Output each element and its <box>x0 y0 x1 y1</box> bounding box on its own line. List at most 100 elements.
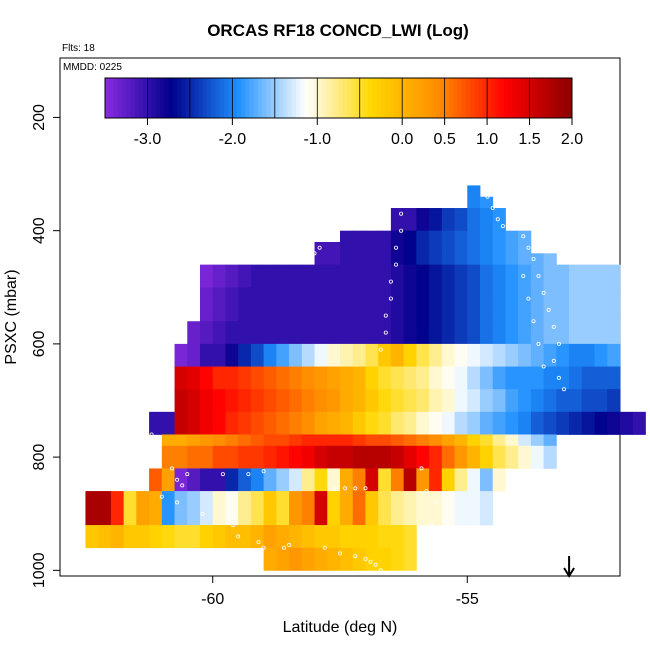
heatmap-cell <box>492 275 506 288</box>
heatmap-cell <box>225 377 239 390</box>
colorbar-swatch <box>355 78 361 118</box>
heatmap-cell <box>327 525 341 537</box>
heatmap-cell <box>454 241 468 254</box>
flight-track <box>144 183 567 573</box>
heatmap-cell <box>518 445 532 458</box>
heatmap-cell <box>200 445 214 458</box>
heatmap-cell <box>225 479 239 492</box>
heatmap-cell <box>543 332 557 345</box>
heatmap-cell <box>289 547 303 560</box>
y-tick-label: 800 <box>31 444 48 471</box>
heatmap-cell <box>314 559 328 571</box>
heatmap-cell <box>569 355 583 367</box>
heatmap-cell <box>276 264 290 277</box>
heatmap-cell <box>518 389 532 401</box>
heatmap-cell <box>543 309 557 322</box>
heatmap-cell <box>441 479 455 492</box>
heatmap-cell <box>569 389 583 401</box>
heatmap-cell <box>289 411 303 424</box>
heatmap-cell <box>429 468 443 481</box>
heatmap-cell <box>454 298 468 311</box>
heatmap-cell <box>429 264 443 277</box>
heatmap-cell <box>569 298 583 311</box>
colorbar-swatch <box>368 78 373 118</box>
heatmap-cell <box>403 502 417 515</box>
colorbar-swatch <box>130 78 136 118</box>
heatmap-cell <box>416 309 430 322</box>
heatmap-cell <box>149 513 163 526</box>
heatmap-cell <box>480 275 494 288</box>
heatmap-cell <box>556 332 570 345</box>
heatmap-cell <box>238 287 252 299</box>
heatmap-cell <box>327 434 341 447</box>
heatmap-cell <box>327 241 341 254</box>
heatmap-cell <box>276 411 290 424</box>
heatmap-cell <box>505 253 519 266</box>
heatmap-cell <box>429 241 443 254</box>
heatmap-cell <box>365 411 379 424</box>
heatmap-cell <box>518 457 532 469</box>
heatmap-cell <box>161 513 175 526</box>
heatmap-cell <box>250 445 265 458</box>
heatmap-cell <box>276 547 290 560</box>
heatmap-cell <box>187 389 201 401</box>
heatmap-cell <box>200 298 214 311</box>
heatmap-cell <box>416 423 430 435</box>
heatmap-cell <box>263 457 277 469</box>
track-point <box>490 205 495 210</box>
heatmap-cell <box>187 321 201 333</box>
heatmap-cell <box>301 377 315 390</box>
heatmap-cell <box>123 502 137 515</box>
heatmap-cell <box>314 479 328 492</box>
colorbar-swatch <box>546 78 552 118</box>
heatmap-cell <box>289 559 303 571</box>
heatmap-cell <box>301 513 315 526</box>
colorbar-swatch <box>266 78 272 118</box>
heatmap-cell <box>581 332 595 345</box>
heatmap-cell <box>569 332 583 345</box>
heatmap-cell <box>200 343 214 356</box>
heatmap-cell <box>518 241 532 254</box>
heatmap-cell <box>403 309 417 322</box>
heatmap-cell <box>136 525 150 537</box>
heatmap-cell <box>327 366 341 379</box>
heatmap-cell <box>301 332 315 345</box>
track-point <box>175 477 180 482</box>
track-point <box>175 500 180 505</box>
track-point <box>164 341 169 346</box>
heatmap-cell <box>441 355 455 367</box>
heatmap-cell <box>200 287 214 299</box>
heatmap-cell <box>530 389 545 401</box>
heatmap-cell <box>340 298 354 311</box>
heatmap-cell <box>289 468 303 481</box>
heatmap-cell <box>212 377 226 390</box>
heatmap-cell <box>403 468 417 481</box>
heatmap-cell <box>276 479 290 492</box>
heatmap-cell <box>187 343 201 356</box>
heatmap-cell <box>365 559 379 571</box>
heatmap-cell <box>250 377 265 390</box>
heatmap-cell <box>340 491 354 503</box>
heatmap-cell <box>378 400 392 413</box>
heatmap-cell <box>352 457 366 469</box>
heatmap-cell <box>467 196 481 209</box>
heatmap-cell <box>594 298 608 311</box>
heatmap-cell <box>416 502 430 515</box>
heatmap-cell <box>187 366 201 379</box>
heatmap-cell <box>390 377 405 390</box>
colorbar-swatch <box>402 78 407 118</box>
heatmap-cell <box>327 321 341 333</box>
heatmap-cell <box>263 343 277 356</box>
heatmap-cell <box>238 377 252 390</box>
heatmap-cell <box>200 309 214 322</box>
track-point <box>175 324 180 329</box>
heatmap-cell <box>467 411 481 424</box>
heatmap-cell <box>340 559 354 571</box>
colorbar-swatch <box>253 78 259 118</box>
heatmap-cell <box>390 502 405 515</box>
heatmap-cell <box>212 275 226 288</box>
heatmap-cell <box>492 241 506 254</box>
heatmap-cell <box>212 309 226 322</box>
heatmap-cell <box>569 321 583 333</box>
heatmap-cell <box>365 389 379 401</box>
